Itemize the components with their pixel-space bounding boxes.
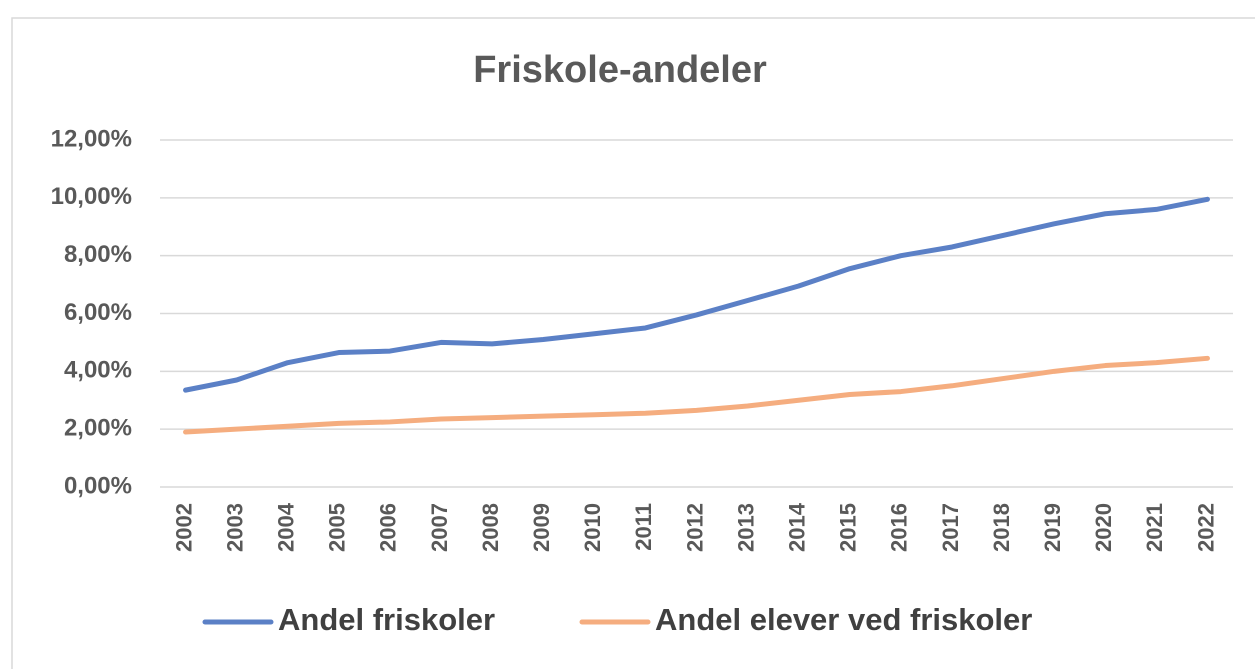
y-tick-label: 2,00%: [64, 415, 132, 442]
x-tick-label: 2020: [1091, 503, 1116, 552]
legend-label: Andel elever ved friskoler: [655, 602, 1032, 637]
x-tick-label: 2017: [938, 503, 963, 552]
x-tick-label: 2022: [1193, 503, 1218, 552]
data-line: [183, 196, 1210, 393]
x-tick-label: 2003: [222, 503, 247, 552]
x-tick-label: 2002: [171, 503, 196, 552]
chart-title: Friskole-andeler: [473, 49, 767, 91]
x-tick-label: 2009: [529, 503, 554, 552]
x-tick-label: 2012: [682, 503, 707, 552]
x-tick-label: 2011: [631, 503, 656, 551]
y-tick-label: 8,00%: [64, 241, 132, 268]
x-tick-label: 2015: [836, 503, 861, 552]
x-tick-label: 2004: [274, 502, 299, 552]
x-tick-label: 2014: [785, 502, 810, 552]
x-tick-label: 2013: [733, 503, 758, 552]
x-tick-label: 2008: [478, 503, 503, 552]
y-tick-label: 6,00%: [64, 299, 132, 326]
x-tick-label: 2016: [887, 503, 912, 552]
y-tick-label: 12,00%: [51, 125, 132, 152]
x-tick-label: 2007: [427, 503, 452, 552]
data-line: [183, 355, 1210, 435]
x-tick-label: 2021: [1142, 503, 1167, 552]
x-tick-label: 2010: [580, 503, 605, 552]
x-tick-label: 2005: [325, 503, 350, 552]
legend-label: Andel friskoler: [278, 602, 495, 637]
y-tick-label: 4,00%: [64, 357, 132, 384]
chart-frame: [11, 17, 1255, 669]
y-tick-label: 10,00%: [51, 183, 132, 210]
y-tick-label: 0,00%: [64, 472, 132, 499]
x-tick-label: 2019: [1040, 503, 1065, 552]
x-tick-label: 2006: [376, 503, 401, 552]
x-tick-label: 2018: [989, 503, 1014, 552]
